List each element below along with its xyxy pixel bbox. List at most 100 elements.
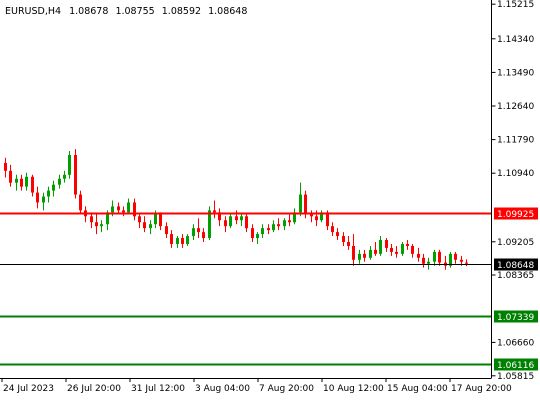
bull-candle (25, 176, 28, 187)
bull-candle (449, 253, 452, 266)
bear-candle (363, 253, 366, 258)
bull-candle (52, 184, 55, 191)
bear-candle (390, 247, 393, 252)
bull-candle (100, 224, 103, 227)
bear-candle (347, 241, 350, 246)
open-value: 1.08678 (69, 6, 108, 17)
bear-candle (224, 220, 227, 227)
time-label: 26 Jul 20:00 (67, 384, 121, 394)
resistance-price-label: 1.09925 (497, 210, 534, 220)
bear-candle (422, 257, 425, 264)
support-1-price-label: 1.07339 (497, 313, 534, 323)
price-label: 1.12640 (497, 102, 534, 112)
bear-candle (304, 194, 307, 215)
bear-candle (411, 245, 414, 254)
bull-candle (47, 190, 50, 197)
chart-header: EURUSD,H4 1.08678 1.08755 1.08592 1.0864… (5, 6, 247, 17)
bull-candle (68, 155, 71, 175)
bear-candle (385, 240, 388, 248)
time-label: 15 Aug 04:00 (387, 384, 448, 394)
price-label: 1.10940 (497, 169, 534, 179)
bull-candle (240, 216, 243, 221)
bear-candle (267, 228, 270, 231)
bull-candle (186, 236, 189, 244)
price-label: 1.13490 (497, 68, 534, 78)
bear-candle (159, 214, 162, 227)
current-price-label: 1.08648 (497, 261, 534, 271)
bear-candle (406, 243, 409, 246)
bear-candle (438, 251, 441, 263)
bear-candle (197, 228, 200, 233)
price-label: 1.06660 (497, 338, 534, 348)
bear-candle (122, 210, 125, 213)
bull-candle (293, 212, 296, 223)
bear-candle (235, 216, 238, 221)
bear-candle (36, 192, 39, 203)
bear-candle (374, 249, 377, 254)
support-2-price-tag (494, 358, 538, 371)
support-2-price-label: 1.06116 (497, 361, 534, 371)
bear-candle (79, 194, 82, 211)
bear-candle (315, 216, 318, 221)
bear-candle (352, 245, 355, 260)
bull-candle (433, 251, 436, 262)
bear-candle (31, 176, 34, 193)
bull-candle (42, 196, 45, 203)
bear-candle (326, 212, 329, 227)
bull-candle (427, 261, 430, 264)
bull-candle (369, 249, 372, 258)
bear-candle (138, 216, 141, 223)
bull-candle (261, 228, 264, 235)
price-scale[interactable]: 1.15215 1.14340 1.13490 1.12640 1.11790 1.109… (491, 0, 535, 382)
bear-candle (310, 214, 313, 217)
bear-candle (133, 202, 136, 217)
bear-candle (245, 216, 248, 229)
bear-candle (251, 228, 254, 239)
bull-candle (401, 243, 404, 254)
bull-candle (208, 210, 211, 239)
time-scale[interactable]: 24 Jul 2023 26 Jul 20:00 31 Jul 12:00 3 Aug… (1, 378, 512, 394)
price-label: 1.14340 (497, 35, 534, 45)
bull-candle (192, 228, 195, 237)
bull-candle (15, 178, 18, 183)
bull-candle (358, 253, 361, 260)
time-label: 7 Aug 20:00 (259, 384, 314, 394)
bull-candle (106, 212, 109, 225)
bull-candle (272, 224, 275, 231)
bear-candle (277, 224, 280, 227)
high-value: 1.08755 (115, 6, 154, 17)
bull-candle (229, 216, 232, 227)
bear-candle (213, 210, 216, 213)
bear-candle (336, 232, 339, 237)
time-label: 17 Aug 20:00 (451, 384, 512, 394)
bull-candle (149, 224, 152, 229)
bear-candle (454, 253, 457, 260)
bull-candle (299, 194, 302, 213)
bull-candle (58, 178, 61, 185)
current-price-tag (494, 258, 538, 271)
bull-candle (127, 202, 130, 213)
close-value: 1.08648 (208, 6, 247, 17)
candles-layer (4, 149, 468, 270)
bear-candle (460, 259, 463, 262)
price-label: 1.11790 (497, 136, 534, 146)
symbol-label: EURUSD,H4 (5, 6, 61, 17)
time-label: 31 Jul 12:00 (131, 384, 185, 394)
bull-candle (320, 212, 323, 221)
bear-candle (181, 238, 184, 244)
bear-candle (95, 222, 98, 227)
low-value: 1.08592 (162, 6, 201, 17)
bull-candle (379, 240, 382, 254)
bear-candle (4, 162, 7, 171)
bear-candle (74, 155, 77, 195)
bull-candle (63, 174, 66, 179)
price-label: 1.08365 (497, 271, 534, 281)
bull-candle (154, 214, 157, 225)
bull-candle (283, 220, 286, 227)
time-label: 3 Aug 04:00 (195, 384, 250, 394)
bear-candle (9, 170, 12, 183)
time-label: 10 Aug 12:00 (323, 384, 384, 394)
bull-candle (176, 238, 179, 244)
